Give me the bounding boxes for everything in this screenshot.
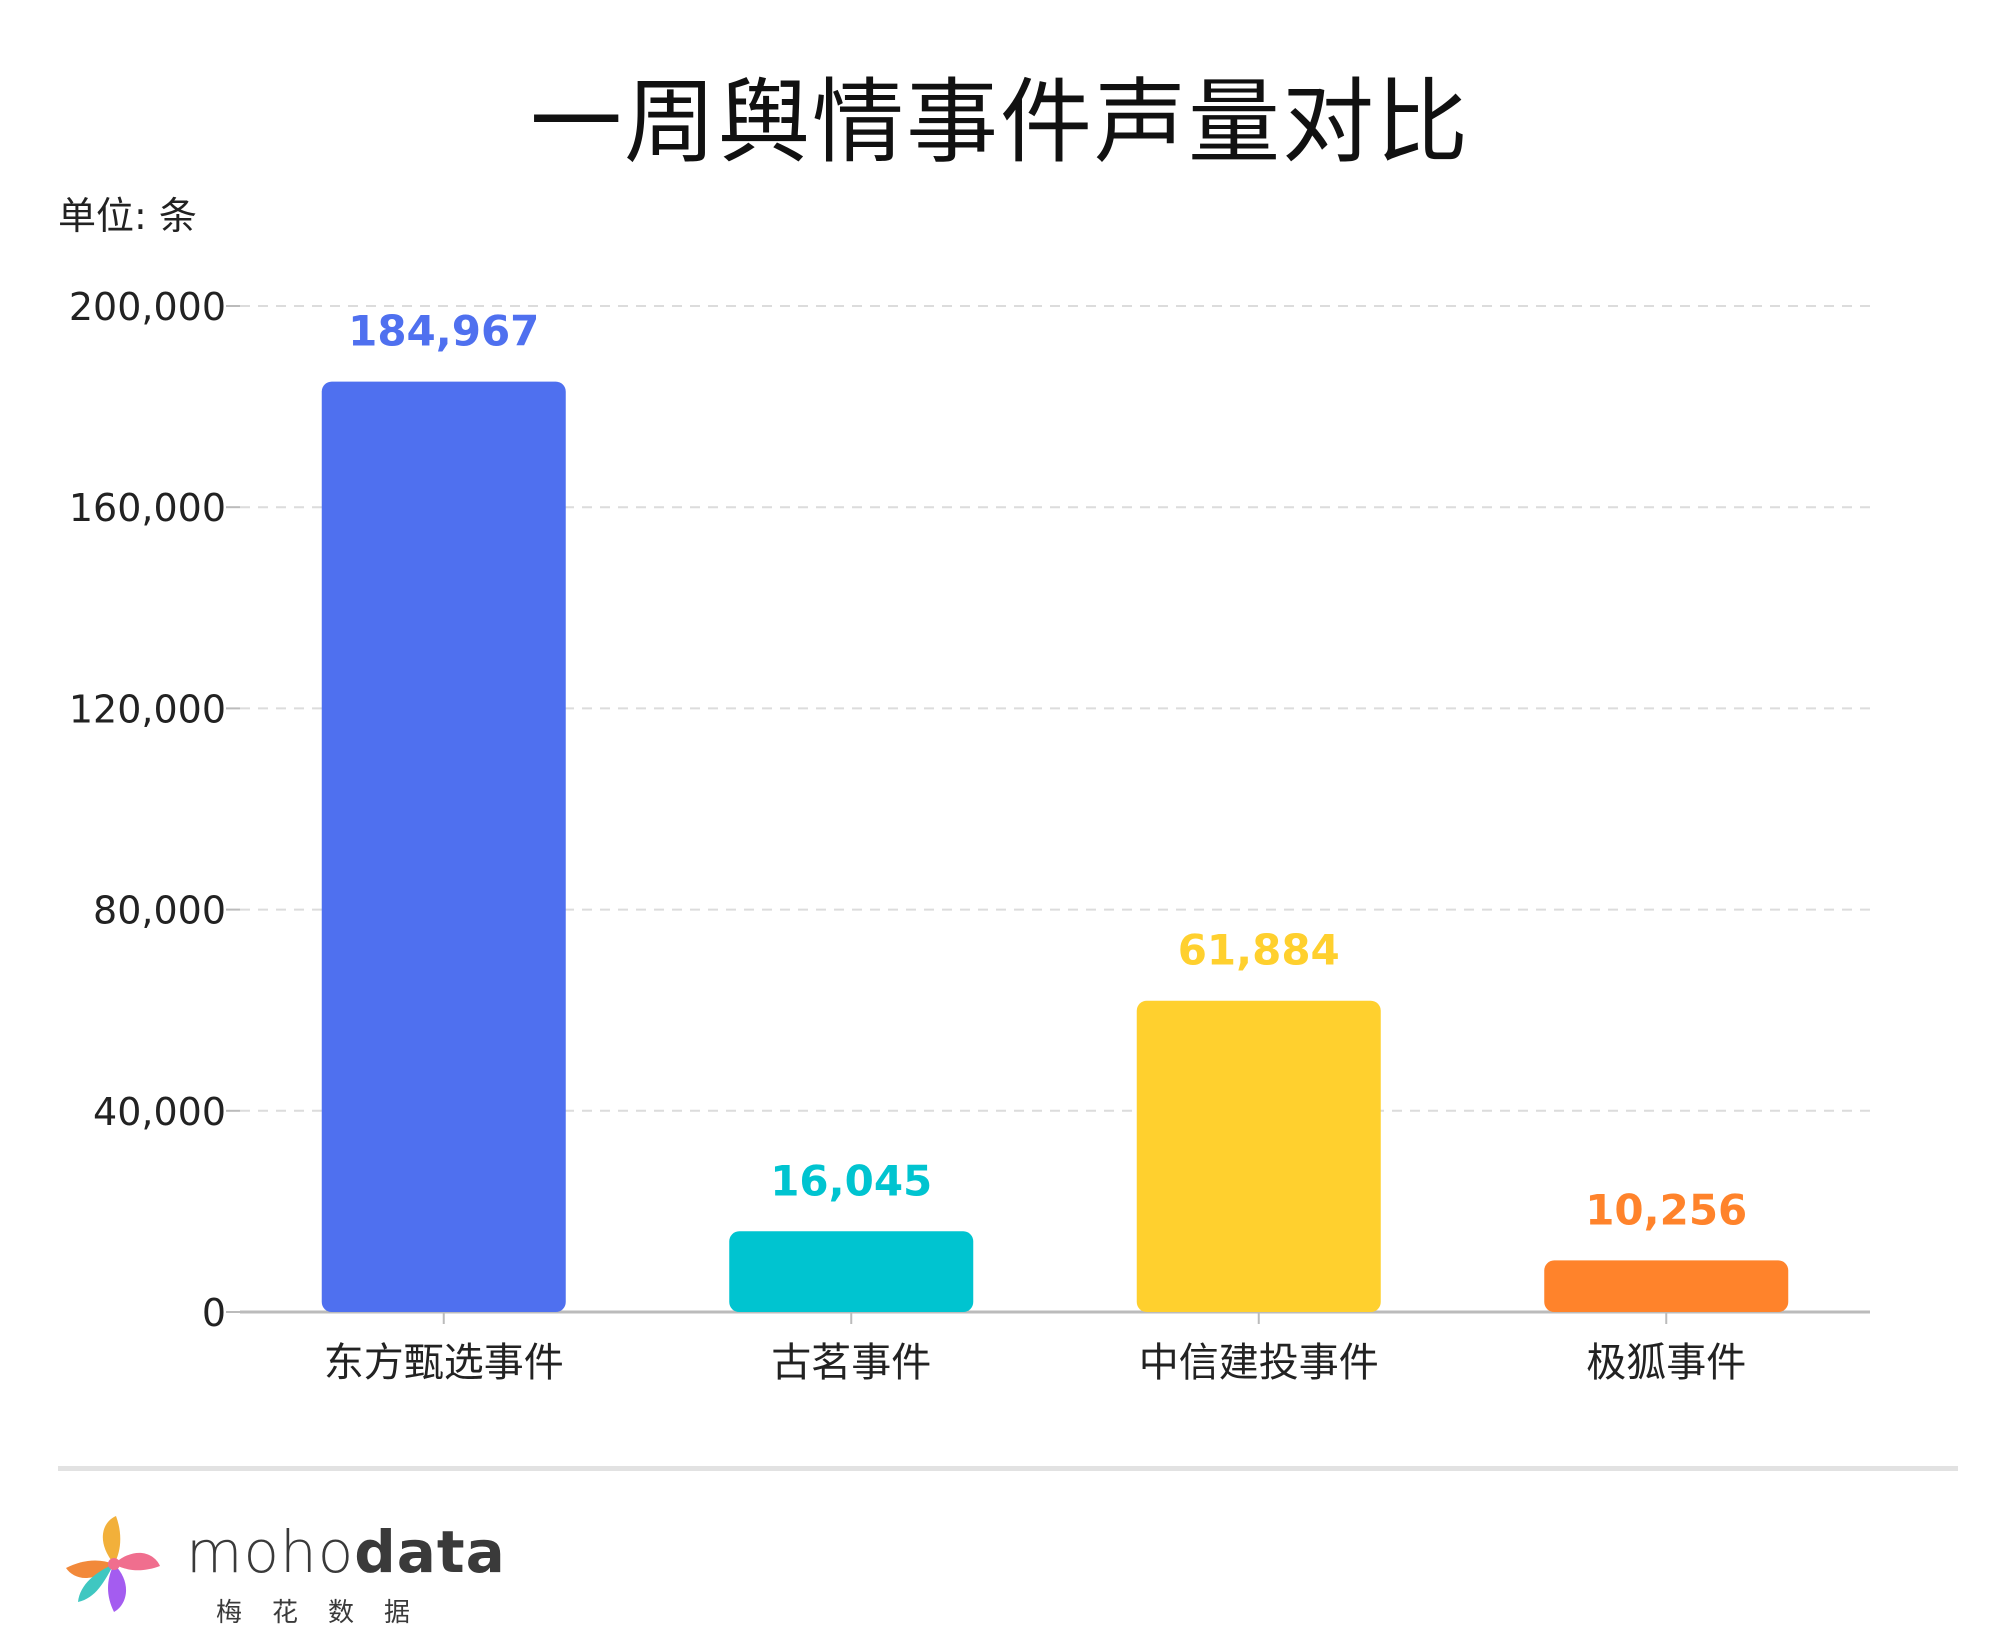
bar <box>1544 1260 1789 1312</box>
y-tick-label: 120,000 <box>69 687 226 731</box>
bar <box>321 381 566 1313</box>
footer-divider <box>58 1466 1958 1471</box>
y-tick-label: 80,000 <box>93 889 226 933</box>
value-label: 184,967 <box>348 307 539 356</box>
x-tick-label: 东方甄选事件 <box>324 1340 564 1386</box>
unit-label: 单位: 条 <box>58 194 197 238</box>
bar <box>1136 1000 1381 1312</box>
pinwheel-icon <box>66 1516 160 1612</box>
brand-name: mohodata <box>186 1518 506 1586</box>
bar <box>729 1231 974 1312</box>
chart-title: 一周舆情事件声量对比 <box>529 69 1470 176</box>
value-label: 16,045 <box>770 1156 932 1205</box>
value-label: 10,256 <box>1585 1185 1747 1234</box>
y-tick-label: 160,000 <box>69 486 226 530</box>
x-tick-label: 中信建投事件 <box>1139 1340 1379 1386</box>
bar-chart: 0 40,000 80,000 120,000 160,000 200,000 184,96… <box>69 285 1870 1386</box>
brand-logo: mohodata 梅花数据 <box>56 1512 505 1628</box>
y-tick-label: 40,000 <box>93 1090 226 1134</box>
brand-subtitle: 梅花数据 <box>216 1598 441 1628</box>
x-tick-label: 古茗事件 <box>771 1340 931 1386</box>
y-tick-label: 0 <box>202 1291 226 1335</box>
x-tick-label: 极狐事件 <box>1586 1340 1746 1386</box>
value-label: 61,884 <box>1178 926 1340 975</box>
y-tick-label: 200,000 <box>69 285 226 329</box>
